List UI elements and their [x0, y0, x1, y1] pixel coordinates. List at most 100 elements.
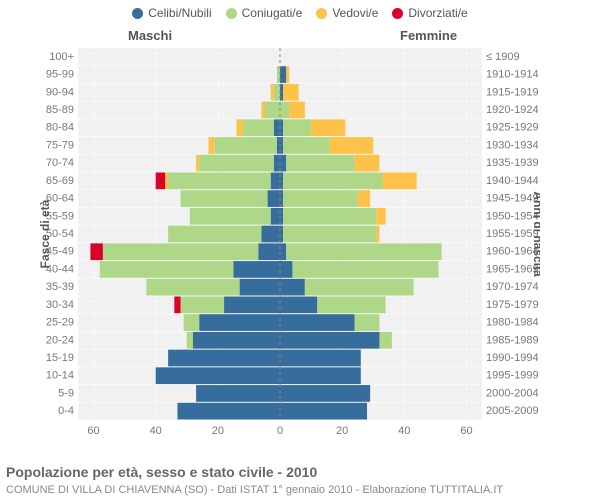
svg-text:60: 60	[87, 425, 99, 437]
svg-text:20: 20	[336, 425, 348, 437]
svg-text:1935-1939: 1935-1939	[486, 157, 539, 169]
bar-female	[280, 243, 286, 260]
bar-male	[196, 385, 280, 402]
svg-text:1950-1954: 1950-1954	[486, 210, 539, 222]
bar-female	[280, 279, 305, 296]
bar-female	[280, 314, 355, 331]
bar-male	[168, 173, 271, 190]
bar-female	[286, 243, 441, 260]
bar-female	[280, 367, 361, 384]
bar-male	[168, 350, 280, 367]
svg-text:0: 0	[277, 425, 283, 437]
legend-item: Vedovi/e	[316, 6, 378, 20]
legend: Celibi/Nubili Coniugati/e Vedovi/e Divorzia…	[0, 0, 600, 20]
bar-male	[196, 155, 199, 172]
bar-male	[177, 403, 280, 420]
legend-swatch	[132, 8, 143, 19]
bar-female	[280, 385, 370, 402]
bar-male	[187, 332, 193, 349]
bar-female	[383, 173, 417, 190]
bar-female	[283, 226, 376, 243]
svg-text:1965-1969: 1965-1969	[486, 263, 539, 275]
svg-text:1955-1959: 1955-1959	[486, 228, 539, 240]
bar-female	[283, 173, 382, 190]
bar-female	[283, 190, 358, 207]
bar-male	[165, 173, 168, 190]
bar-male	[90, 243, 102, 260]
bar-male	[181, 190, 268, 207]
bar-male	[168, 226, 261, 243]
bar-female	[280, 297, 317, 314]
bar-male	[215, 137, 277, 154]
bar-male	[156, 367, 280, 384]
bar-male	[193, 332, 280, 349]
svg-text:1925-1929: 1925-1929	[486, 122, 539, 134]
bar-male	[184, 314, 200, 331]
legend-item: Coniugati/e	[226, 6, 303, 20]
legend-item: Divorziati/e	[392, 6, 467, 20]
legend-label: Divorziati/e	[408, 6, 467, 20]
svg-text:1985-1989: 1985-1989	[486, 334, 539, 346]
bar-female	[289, 102, 305, 119]
bar-female	[280, 261, 292, 278]
bar-female	[311, 119, 345, 136]
bar-male	[261, 226, 280, 243]
bar-male	[261, 102, 264, 119]
bar-female	[376, 226, 379, 243]
svg-text:5-9: 5-9	[58, 387, 74, 399]
svg-text:1995-1999: 1995-1999	[486, 370, 539, 382]
bar-male	[146, 279, 239, 296]
bar-male	[236, 119, 242, 136]
svg-text:Anni di nascita: Anni di nascita	[531, 191, 540, 277]
bar-male	[268, 190, 280, 207]
bar-female	[292, 261, 438, 278]
svg-text:20: 20	[212, 425, 224, 437]
svg-text:80-84: 80-84	[46, 122, 74, 134]
svg-text:1960-1964: 1960-1964	[486, 246, 539, 258]
svg-text:1910-1914: 1910-1914	[486, 69, 539, 81]
svg-text:70-74: 70-74	[46, 157, 74, 169]
bar-female	[283, 208, 376, 225]
bar-male	[199, 314, 280, 331]
bar-female	[355, 314, 380, 331]
bar-male	[103, 243, 258, 260]
bar-male	[190, 208, 271, 225]
svg-text:40: 40	[150, 425, 162, 437]
legend-label: Celibi/Nubili	[148, 6, 211, 20]
legend-label: Vedovi/e	[332, 6, 378, 20]
bar-male	[181, 297, 225, 314]
bar-male	[271, 208, 280, 225]
bar-female	[280, 102, 289, 119]
bar-male	[156, 173, 165, 190]
bar-male	[243, 119, 274, 136]
bar-female	[280, 155, 286, 172]
svg-text:1920-1924: 1920-1924	[486, 104, 539, 116]
legend-swatch	[226, 8, 237, 19]
bar-male	[274, 119, 280, 136]
svg-text:90-94: 90-94	[46, 86, 74, 98]
legend-item: Celibi/Nubili	[132, 6, 211, 20]
caption-sub: COMUNE DI VILLA DI CHIAVENNA (SO) - Dati…	[6, 484, 503, 496]
svg-text:35-39: 35-39	[46, 281, 74, 293]
bar-female	[280, 350, 361, 367]
svg-text:85-89: 85-89	[46, 104, 74, 116]
bar-female	[280, 403, 367, 420]
bar-female	[283, 84, 299, 101]
legend-swatch	[392, 8, 403, 19]
bar-male	[233, 261, 280, 278]
svg-text:20-24: 20-24	[46, 334, 74, 346]
bar-male	[271, 173, 280, 190]
bar-male	[274, 84, 280, 101]
legend-swatch	[316, 8, 327, 19]
bar-female	[280, 66, 286, 83]
bar-female	[376, 208, 385, 225]
svg-text:1940-1944: 1940-1944	[486, 175, 539, 187]
bar-female	[286, 155, 354, 172]
bar-female	[317, 297, 385, 314]
bar-male	[264, 102, 280, 119]
svg-text:65-69: 65-69	[46, 175, 74, 187]
svg-text:2005-2009: 2005-2009	[486, 405, 539, 417]
legend-label: Coniugati/e	[242, 6, 303, 20]
bar-male	[209, 137, 215, 154]
svg-text:0-4: 0-4	[58, 405, 74, 417]
